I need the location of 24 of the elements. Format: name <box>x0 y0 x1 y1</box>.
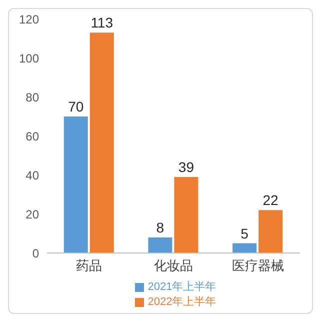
x-tick-label: 药品 <box>76 258 102 274</box>
data-label: 113 <box>90 14 114 31</box>
data-label: 22 <box>262 192 279 208</box>
data-label: 8 <box>156 219 164 236</box>
data-label: 70 <box>68 98 84 114</box>
bar <box>64 116 88 253</box>
bar <box>258 210 283 253</box>
legend-label: 2021年上半年 <box>148 281 216 293</box>
y-tick-label: 80 <box>26 90 40 104</box>
x-tick-label: 医疗器械 <box>232 258 284 274</box>
y-tick-label: 40 <box>26 168 40 182</box>
y-tick-label: 0 <box>32 246 40 260</box>
bar <box>174 176 198 253</box>
y-tick-label: 120 <box>18 12 40 26</box>
bar <box>148 237 172 253</box>
legend-label: 2022年上半年 <box>148 296 216 308</box>
data-label: 39 <box>178 158 194 175</box>
y-tick-label: 60 <box>26 129 40 144</box>
y-tick-label: 100 <box>18 51 40 66</box>
bar <box>90 32 114 253</box>
y-tick-label: 20 <box>26 207 40 222</box>
x-tick-label: 化妆品 <box>154 258 193 274</box>
bar <box>232 243 257 253</box>
data-label: 5 <box>240 225 249 242</box>
